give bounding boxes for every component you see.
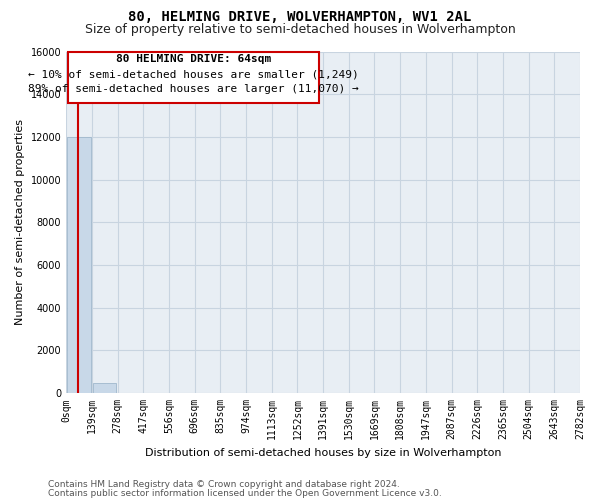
Text: Contains HM Land Registry data © Crown copyright and database right 2024.: Contains HM Land Registry data © Crown c…: [48, 480, 400, 489]
X-axis label: Distribution of semi-detached houses by size in Wolverhampton: Distribution of semi-detached houses by …: [145, 448, 502, 458]
Y-axis label: Number of semi-detached properties: Number of semi-detached properties: [15, 120, 25, 326]
Bar: [93, 382, 116, 393]
Text: 80, HELMING DRIVE, WOLVERHAMPTON, WV1 2AL: 80, HELMING DRIVE, WOLVERHAMPTON, WV1 2A…: [128, 10, 472, 24]
Text: ← 10% of semi-detached houses are smaller (1,249): ← 10% of semi-detached houses are smalle…: [28, 70, 359, 80]
Text: 80 HELMING DRIVE: 64sqm: 80 HELMING DRIVE: 64sqm: [116, 54, 271, 64]
FancyBboxPatch shape: [68, 52, 319, 103]
Text: 89% of semi-detached houses are larger (11,070) →: 89% of semi-detached houses are larger (…: [28, 84, 359, 94]
Text: Size of property relative to semi-detached houses in Wolverhampton: Size of property relative to semi-detach…: [85, 22, 515, 36]
Text: Contains public sector information licensed under the Open Government Licence v3: Contains public sector information licen…: [48, 488, 442, 498]
Bar: [67, 137, 91, 393]
